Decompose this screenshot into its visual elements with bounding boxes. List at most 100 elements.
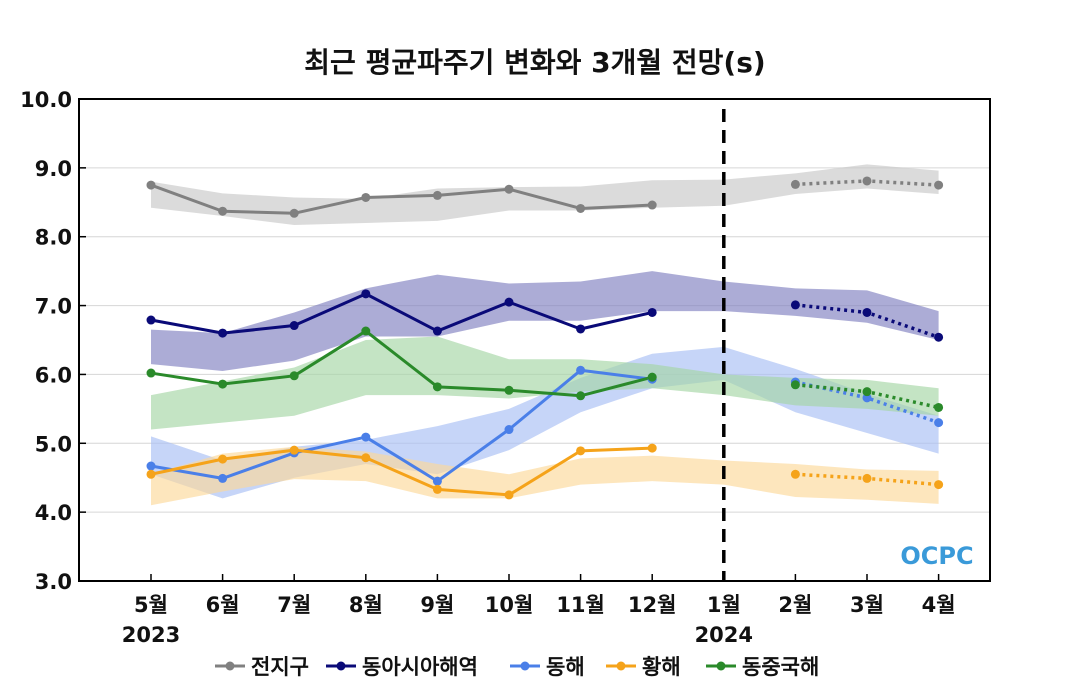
legend-label: 전지구 [251,655,309,679]
point-전지구 [218,206,228,216]
point-황해 [576,446,586,456]
point-황해 [218,454,228,464]
point-전지구 [504,184,514,194]
point-동아시아해역 [576,324,586,334]
y-tick-label: 9.0 [35,157,72,181]
forecast-point-동중국해 [934,402,944,412]
x-tick-label: 7월 [277,593,311,617]
point-전지구 [361,192,371,202]
series-lines [150,179,940,497]
forecast-point-전지구 [934,180,944,190]
point-동아시아해역 [361,289,371,299]
point-동해 [576,365,586,375]
point-동아시아해역 [146,315,156,325]
forecast-point-동아시아해역 [862,307,872,317]
point-동해 [432,476,442,486]
point-황해 [146,469,156,479]
y-tick-label: 10.0 [20,88,72,112]
forecast-point-황해 [790,469,800,479]
x-tick-label: 4월 [922,593,956,617]
legend-marker-동아시아해역 [336,661,346,671]
x-tick-label: 10월 [485,593,534,617]
line-observed-동아시아해역 [150,292,653,335]
point-동아시아해역 [432,326,442,336]
x-tick-label: 2월 [778,593,812,617]
x-axis-ticks: 5월 6월 7월 8월 9월 10월 11월 12월 1월 2월 3월 4월 2023 2024 [122,574,956,647]
forecast-point-전지구 [862,176,872,186]
forecast-point-황해 [934,480,944,490]
point-전지구 [576,203,586,213]
logo-text: OCPC [900,542,973,570]
point-동중국해 [146,368,156,378]
point-전지구 [146,180,156,190]
series-points [146,176,944,500]
point-동해 [361,432,371,442]
x-tick-label: 3월 [850,593,884,617]
point-황해 [432,484,442,494]
legend-label: 동해 [546,655,585,679]
line-observed-동중국해 [150,329,653,398]
x-tick-label: 5월 [134,593,168,617]
point-동해 [218,473,228,483]
point-전지구 [647,200,657,210]
legend-marker-동해 [520,661,530,671]
forecast-point-동중국해 [862,387,872,397]
legend-label: 황해 [642,655,681,679]
x-tick-label: 9월 [420,593,454,617]
y-tick-label: 7.0 [35,295,72,319]
x-tick-label: 1월 [707,593,741,617]
point-전지구 [432,190,442,200]
year-label: 2023 [122,623,180,647]
point-동중국해 [218,379,228,389]
x-tick-label: 8월 [349,593,383,617]
chart-title: 최근 평균파주기 변화와 3개월 전망(s) [304,46,765,79]
forecast-point-동해 [862,393,872,403]
legend-label: 동중국해 [742,655,819,679]
year-label: 2024 [695,623,753,647]
y-tick-label: 3.0 [35,570,72,594]
legend-marker-동중국해 [716,661,726,671]
point-동중국해 [504,385,514,395]
point-동해 [146,461,156,471]
y-axis-ticks: 3.0 4.0 5.0 6.0 7.0 8.0 9.0 10.0 [20,88,86,594]
point-동아시아해역 [647,307,657,317]
x-tick-label: 6월 [206,593,240,617]
forecast-point-전지구 [790,179,800,189]
forecast-point-동중국해 [790,380,800,390]
y-tick-label: 6.0 [35,363,72,387]
point-동아시아해역 [218,328,228,338]
forecast-point-동아시아해역 [790,300,800,310]
forecast-point-동해 [934,418,944,428]
point-동아시아해역 [504,297,514,307]
point-동중국해 [432,382,442,392]
x-tick-label: 11월 [556,593,605,617]
y-tick-label: 5.0 [35,432,72,456]
forecast-point-동아시아해역 [934,332,944,342]
legend-marker-전지구 [225,661,235,671]
point-동해 [504,425,514,435]
point-황해 [504,490,514,500]
line-observed-동해 [150,368,653,483]
point-전지구 [289,208,299,218]
ocpc-logo: OCPC [900,542,973,570]
band-동중국해 [151,336,939,430]
line-observed-황해 [150,446,653,497]
point-황해 [289,445,299,455]
legend-label: 동아시아해역 [362,655,478,679]
legend: 전지구 동아시아해역 동해 황해 동중국해 [215,655,819,679]
legend-marker-황해 [616,661,626,671]
band-전지구 [151,164,939,226]
point-동아시아해역 [289,321,299,331]
point-동중국해 [289,371,299,381]
x-tick-label: 12월 [628,593,677,617]
line-observed-전지구 [150,183,653,215]
plot-frame [78,98,991,582]
y-tick-label: 8.0 [35,226,72,250]
uncertainty-bands [151,164,939,506]
point-황해 [647,443,657,453]
point-동중국해 [576,391,586,401]
point-동중국해 [361,326,371,336]
point-황해 [361,453,371,463]
band-황해 [151,446,939,506]
